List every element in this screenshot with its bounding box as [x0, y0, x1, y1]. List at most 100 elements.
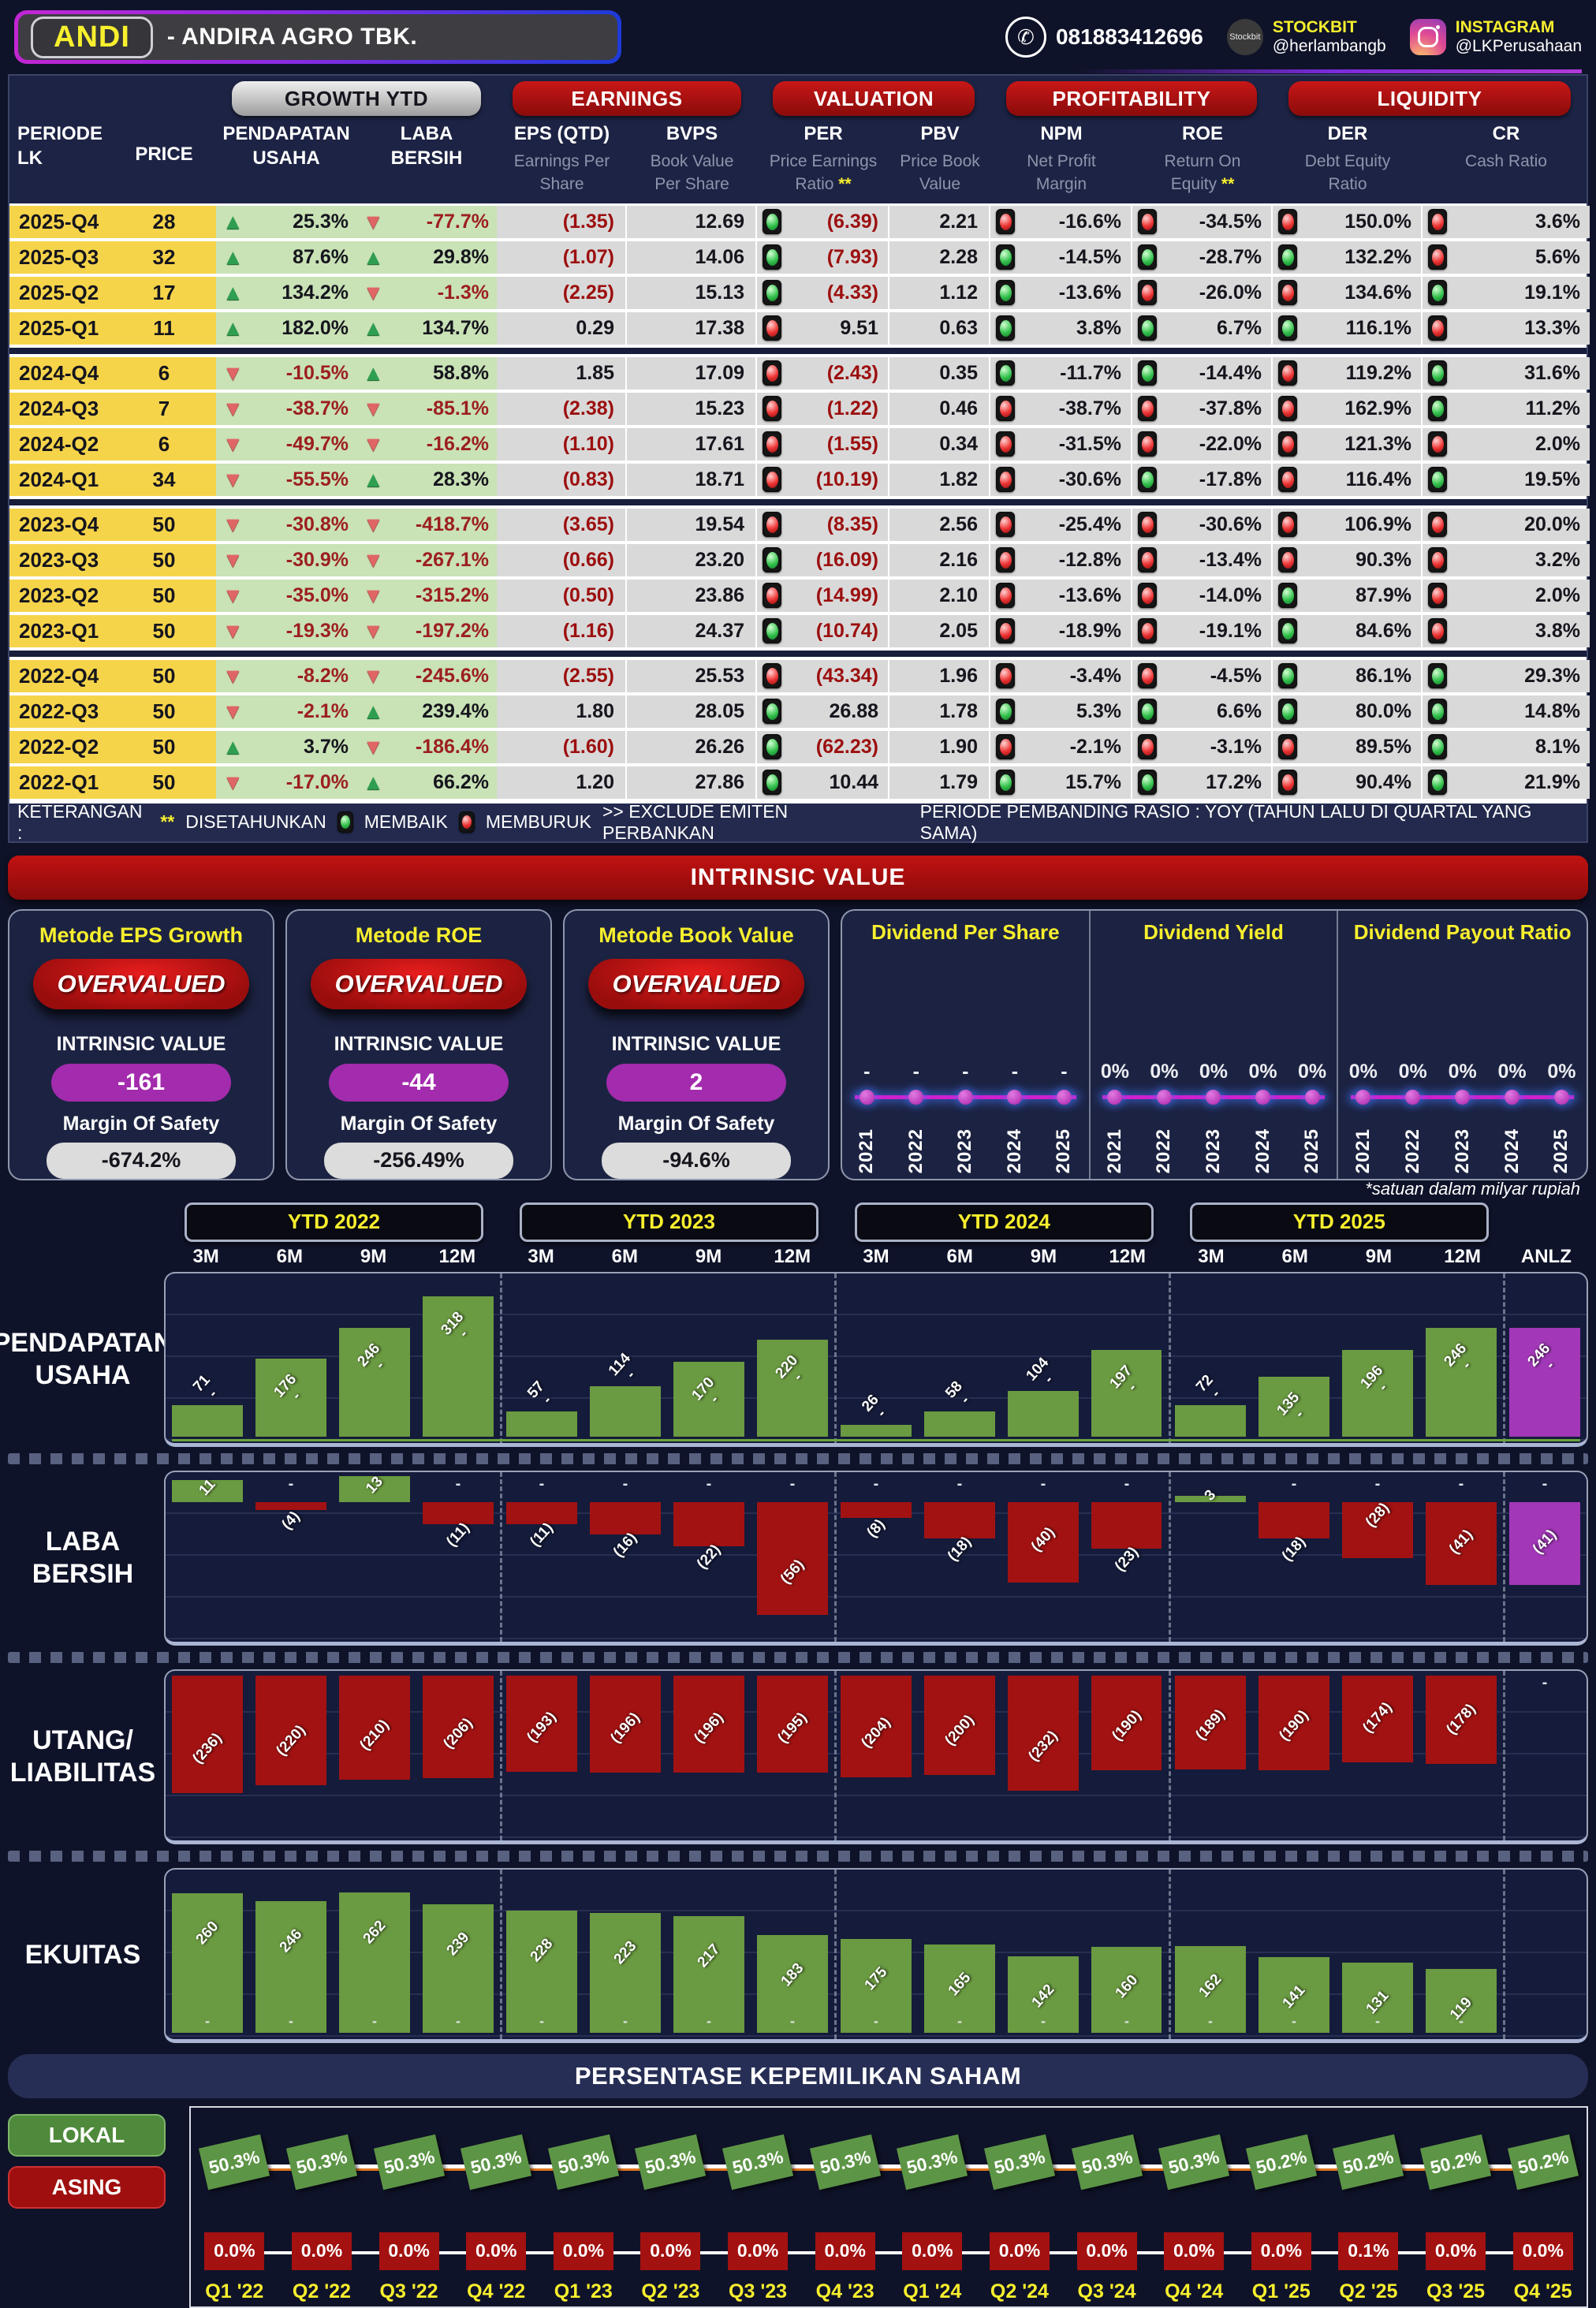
- cell-periode: 2022-Q3: [9, 695, 112, 728]
- cell-bvps: 12.69: [627, 205, 757, 238]
- cell-cr-value: 3.2%: [1535, 548, 1580, 571]
- cell-price: 7: [112, 392, 216, 425]
- cell-der: 121.3%: [1273, 427, 1423, 460]
- cell-periode: 2025-Q3: [9, 240, 112, 274]
- cell-der: 116.4%: [1273, 463, 1423, 496]
- cell-price: 6: [112, 427, 216, 460]
- cell-der: 80.0%: [1273, 695, 1423, 728]
- arrow-down-icon: ▼: [222, 618, 244, 643]
- cell-per: (8.35): [757, 508, 889, 541]
- traffic-light-red-icon: [1278, 467, 1297, 493]
- cell-laba-growth-value: -245.6%: [415, 664, 489, 687]
- cell-pendapatan-growth: ▲ 3.7%: [216, 730, 356, 763]
- cell-npm: -13.6%: [990, 579, 1132, 612]
- bar-column: (200): [918, 1671, 1001, 1840]
- traffic-light-red-icon: [996, 431, 1015, 457]
- cell-per-value: (10.19): [815, 468, 878, 490]
- table-group-headers: GROWTH YTD EARNINGS VALUATION PROFITABILITY…: [9, 76, 1587, 121]
- cell-laba-growth: ▲ 66.2%: [356, 766, 497, 799]
- instagram-icon: [1409, 19, 1446, 55]
- chart-separator: [8, 1452, 1588, 1464]
- bar-pendapatan_usaha: [339, 1327, 410, 1437]
- period-column-label: 9M: [1365, 1245, 1393, 1267]
- cell-roe-value: -19.1%: [1199, 619, 1262, 642]
- chart-label-laba_bersih: LABA BERSIH: [32, 1527, 134, 1589]
- cell-der-value: 162.9%: [1344, 397, 1411, 419]
- lokal-marker: 50.3%: [722, 2134, 794, 2191]
- cell-cr: 31.6%: [1423, 356, 1590, 390]
- traffic-light-green-icon: [1138, 770, 1157, 796]
- traffic-light-red-icon: [1278, 734, 1297, 760]
- cell-der-value: 80.0%: [1355, 699, 1411, 722]
- bar-utang_liabilitas: [590, 1675, 661, 1773]
- bar-column: - (16): [584, 1472, 667, 1642]
- ownership-column: 50.3% 0.0% Q4 '24: [1150, 2108, 1238, 2306]
- lokal-marker: 50.3%: [1071, 2134, 1143, 2191]
- col-subtitle: Price Book Value: [900, 152, 980, 193]
- cell-laba-growth: ▲ 58.8%: [356, 356, 497, 390]
- cell-der-value: 116.1%: [1345, 316, 1411, 339]
- traffic-light-green-icon: [996, 699, 1015, 725]
- intrinsic-value-number: 2: [606, 1063, 786, 1102]
- bar-column: (190): [1252, 1671, 1336, 1840]
- bar-laba_bersih: [1259, 1501, 1329, 1538]
- legend-exclude: >> EXCLUDE EMITEN PERBANKAN: [602, 800, 789, 843]
- cell-per-value: 10.44: [829, 770, 878, 793]
- cell-npm-value: -18.9%: [1058, 619, 1121, 642]
- ownership-column: 50.3% 0.0% Q2 '24: [976, 2108, 1064, 2306]
- zero-dash-label: -: [539, 2012, 544, 2029]
- bar-column: - (18): [1252, 1472, 1336, 1642]
- cell-roe-value: -22.0%: [1199, 432, 1262, 455]
- intrinsic-value-number: -44: [329, 1063, 509, 1102]
- cell-periode: 2025-Q2: [9, 276, 112, 309]
- margin-of-safety-label: Margin Of Safety: [617, 1112, 775, 1135]
- cell-per: (62.23): [757, 730, 889, 763]
- group-divider-line: [500, 1869, 502, 2039]
- bar-utang_liabilitas: [423, 1675, 494, 1778]
- traffic-light-red-icon: [763, 396, 781, 422]
- cell-per-value: (62.23): [815, 735, 878, 758]
- traffic-light-green-icon: [763, 280, 781, 306]
- cell-cr-value: 2.0%: [1535, 584, 1580, 606]
- method-title: Metode Book Value: [598, 923, 794, 947]
- col-header-11: DER Debt Equity Ratio: [1273, 121, 1423, 196]
- group-header-2: EARNINGS: [513, 81, 741, 116]
- cell-roe: 6.6%: [1132, 695, 1273, 728]
- table-row: 2024-Q4 6 ▼ -10.5% ▲ 58.8% 1.85 17.09 (2.43) 0.35…: [9, 356, 1590, 390]
- asing-marker: 0.0%: [815, 2232, 875, 2270]
- cell-pendapatan-growth-value: -35.0%: [285, 584, 349, 606]
- cell-laba-growth: ▼ -245.6%: [356, 659, 497, 692]
- zero-dash-label: -: [1208, 2012, 1213, 2029]
- bar-ekuitas: [1008, 1956, 1079, 2033]
- cell-periode: 2024-Q1: [9, 463, 112, 496]
- cell-npm-value: -12.8%: [1058, 548, 1121, 571]
- instagram-handle: @LKPerusahaan: [1455, 37, 1582, 55]
- bar-column: 196 -: [1336, 1273, 1419, 1443]
- dividend-chart-title: Dividend Payout Ratio: [1353, 919, 1572, 944]
- traffic-light-red-icon: [763, 663, 781, 689]
- cell-cr-value: 21.9%: [1524, 770, 1580, 793]
- cell-roe-value: -14.4%: [1199, 361, 1262, 384]
- bar-column: 170 -: [667, 1273, 751, 1443]
- instagram-contact[interactable]: INSTAGRAM @LKPerusahaan: [1409, 18, 1582, 56]
- lokal-marker: 50.2%: [1245, 2134, 1317, 2191]
- bar-column: 318 -: [416, 1273, 500, 1443]
- whatsapp-contact[interactable]: ✆ 081883412696: [1005, 17, 1203, 58]
- stockbit-contact[interactable]: Stockbit STOCKBIT @herlambangb: [1226, 18, 1386, 56]
- quarter-label: Q4 '25: [1513, 2280, 1572, 2302]
- cell-per: (43.34): [757, 659, 889, 692]
- table-row: 2022-Q3 50 ▼ -2.1% ▲ 239.4% 1.80 28.05 26.88 1.78…: [9, 695, 1590, 728]
- group-divider-line: [1169, 1471, 1171, 1642]
- cell-cr: 21.9%: [1423, 766, 1590, 799]
- lokal-marker: 50.3%: [547, 2134, 619, 2191]
- dividend-chart-title: Dividend Per Share: [871, 919, 1060, 944]
- bar-utang_liabilitas: [506, 1675, 577, 1772]
- cell-price: 50: [112, 579, 216, 612]
- cell-price: 32: [112, 240, 216, 274]
- bar-value-label: (11): [527, 1519, 557, 1550]
- asing-marker: 0.0%: [640, 2232, 701, 2270]
- ownership-column: 50.3% 0.0% Q1 '23: [540, 2108, 628, 2306]
- cell-der-value: 119.2%: [1345, 361, 1411, 384]
- lokal-marker: 50.3%: [1158, 2134, 1230, 2191]
- bar-column: (232): [1001, 1671, 1085, 1840]
